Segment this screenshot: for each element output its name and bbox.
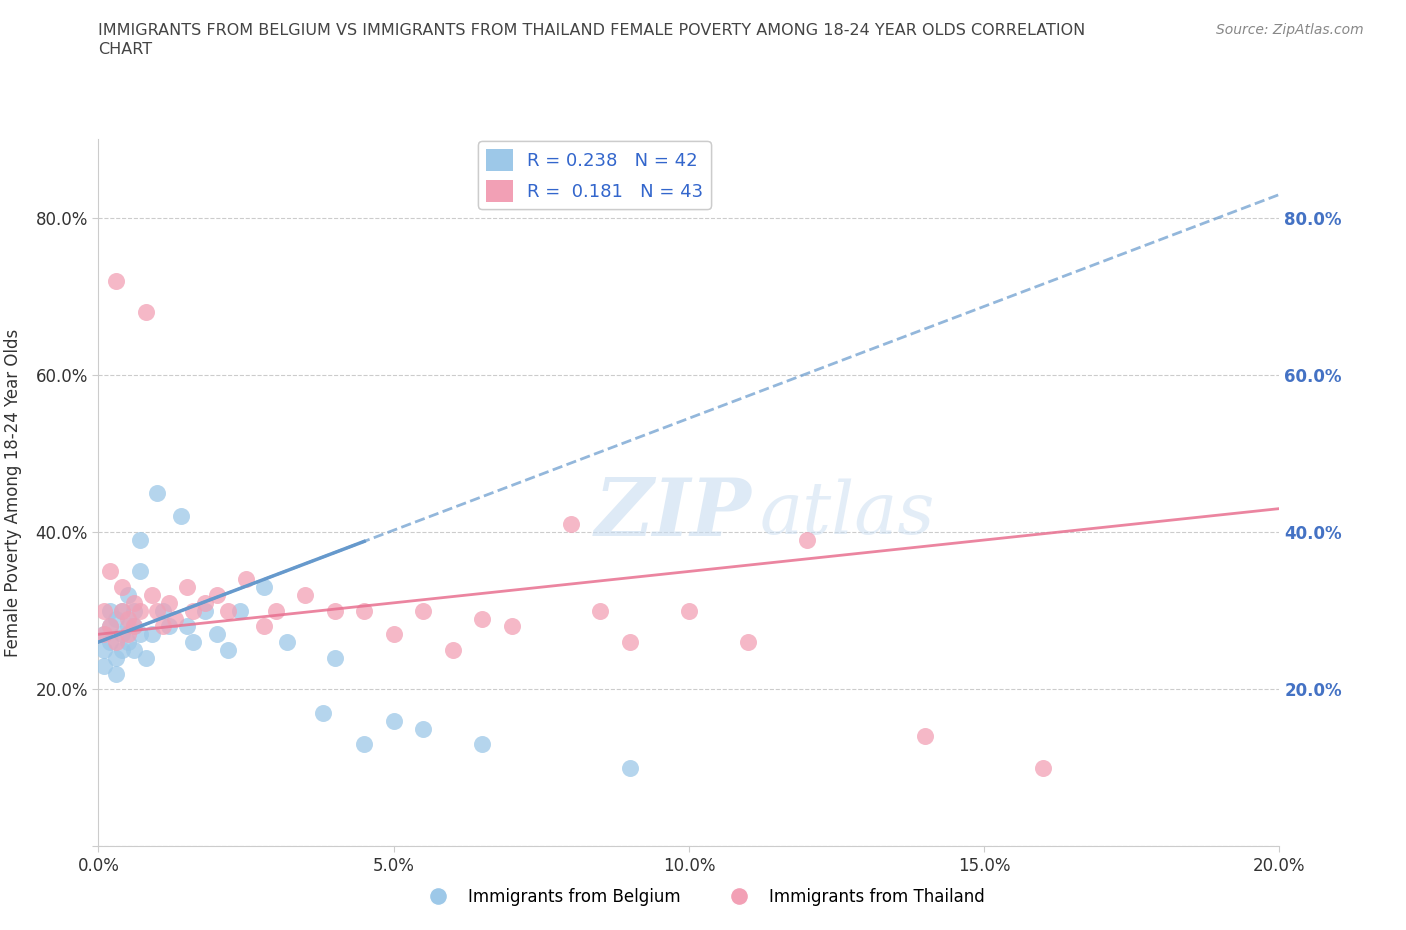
Point: [323, 650, 346, 665]
Point: [152, 604, 174, 618]
Point: [170, 509, 193, 524]
Point: [98, 619, 121, 634]
Text: CHART: CHART: [98, 42, 152, 57]
Point: [111, 627, 134, 642]
Point: [176, 579, 198, 594]
Point: [501, 619, 523, 634]
Point: [93, 658, 115, 673]
Point: [93, 643, 115, 658]
Point: [353, 737, 375, 751]
Point: [678, 604, 700, 618]
Point: [128, 533, 150, 548]
Point: [105, 634, 128, 649]
Point: [111, 604, 134, 618]
Point: [619, 761, 641, 776]
Point: [111, 579, 134, 594]
Point: [253, 619, 276, 634]
Point: [294, 588, 316, 603]
Point: [98, 634, 121, 649]
Point: [117, 611, 139, 626]
Point: [181, 604, 204, 618]
Point: [122, 619, 145, 634]
Point: [105, 611, 128, 626]
Point: [229, 604, 252, 618]
Point: [98, 604, 121, 618]
Point: [471, 611, 494, 626]
Point: [93, 604, 115, 618]
Point: [146, 485, 169, 500]
Point: [181, 634, 204, 649]
Point: [382, 713, 405, 728]
Point: [117, 634, 139, 649]
Text: ZIP: ZIP: [595, 475, 751, 552]
Point: [117, 627, 139, 642]
Point: [111, 604, 134, 618]
Point: [128, 627, 150, 642]
Point: [157, 595, 180, 610]
Point: [312, 705, 335, 720]
Point: [98, 564, 121, 578]
Point: [176, 619, 198, 634]
Point: [117, 588, 139, 603]
Point: [93, 627, 115, 642]
Point: [412, 721, 434, 736]
Point: [128, 564, 150, 578]
Point: [619, 634, 641, 649]
Point: [589, 604, 612, 618]
Point: [737, 634, 759, 649]
Point: [353, 604, 375, 618]
Point: [796, 533, 818, 548]
Point: [117, 619, 139, 634]
Point: [105, 650, 128, 665]
Point: [264, 604, 287, 618]
Point: [93, 627, 115, 642]
Text: IMMIGRANTS FROM BELGIUM VS IMMIGRANTS FROM THAILAND FEMALE POVERTY AMONG 18-24 Y: IMMIGRANTS FROM BELGIUM VS IMMIGRANTS FR…: [98, 23, 1085, 38]
Text: Source: ZipAtlas.com: Source: ZipAtlas.com: [1216, 23, 1364, 37]
Point: [914, 729, 936, 744]
Point: [1032, 761, 1054, 776]
Point: [441, 643, 464, 658]
Point: [98, 619, 121, 634]
Point: [122, 619, 145, 634]
Point: [111, 643, 134, 658]
Point: [323, 604, 346, 618]
Point: [165, 611, 187, 626]
Point: [122, 595, 145, 610]
Point: [235, 572, 257, 587]
Point: [152, 619, 174, 634]
Point: [194, 595, 217, 610]
Point: [560, 517, 582, 532]
Point: [128, 604, 150, 618]
Point: [253, 579, 276, 594]
Y-axis label: Female Poverty Among 18-24 Year Olds: Female Poverty Among 18-24 Year Olds: [4, 329, 21, 657]
Point: [141, 588, 163, 603]
Point: [157, 619, 180, 634]
Legend: R = 0.238   N = 42, R =  0.181   N = 43: R = 0.238 N = 42, R = 0.181 N = 43: [478, 141, 710, 209]
Point: [135, 650, 157, 665]
Point: [105, 666, 128, 681]
Point: [146, 604, 169, 618]
Point: [122, 604, 145, 618]
Point: [194, 604, 217, 618]
Point: [276, 634, 298, 649]
Point: [141, 627, 163, 642]
Point: [122, 643, 145, 658]
Point: [217, 604, 239, 618]
Point: [412, 604, 434, 618]
Text: atlas: atlas: [759, 479, 935, 550]
Point: [471, 737, 494, 751]
Point: [217, 643, 239, 658]
Point: [205, 627, 228, 642]
Point: [205, 588, 228, 603]
Point: [105, 273, 128, 288]
Point: [135, 305, 157, 320]
Point: [382, 627, 405, 642]
Legend: Immigrants from Belgium, Immigrants from Thailand: Immigrants from Belgium, Immigrants from…: [415, 881, 991, 912]
